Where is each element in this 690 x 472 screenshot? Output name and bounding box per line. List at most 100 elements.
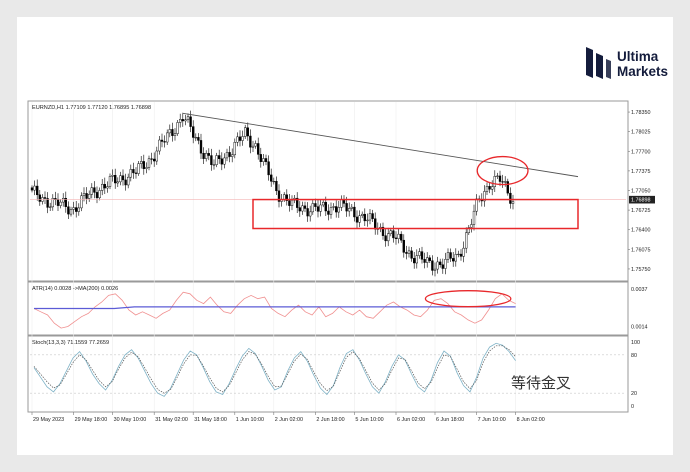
candle-body-135 (381, 226, 385, 236)
candle-body-115 (329, 207, 333, 215)
candle-body-27 (101, 183, 104, 191)
candle-body-70 (212, 164, 216, 166)
candle-body-102 (296, 197, 299, 208)
candle-body-155 (433, 268, 437, 271)
candle-body-40 (134, 172, 138, 174)
highlight-ellipse-atr (424, 290, 512, 308)
candle-body-171 (475, 198, 478, 212)
brand-name: Ultima Markets (617, 49, 668, 79)
current-price-tag (629, 195, 655, 204)
atr-ma-line (34, 306, 516, 310)
candle-body-64 (197, 137, 200, 141)
candle-body-24 (93, 187, 96, 193)
candle-body-84 (249, 135, 252, 148)
candle-body-33 (116, 181, 119, 184)
price-tick-label-0: 1.78350 (631, 110, 651, 116)
candle-body-147 (413, 258, 416, 264)
candle-body-177 (491, 186, 494, 190)
candle-body-77 (231, 154, 234, 157)
time-tick-label-3: 31 May 02:00 (155, 417, 188, 423)
candle-body-0 (30, 187, 34, 191)
candle-body-165 (459, 253, 463, 257)
candle-body-53 (168, 129, 171, 134)
candle-body-55 (173, 133, 177, 136)
candle-body-93 (272, 180, 275, 183)
candle-body-79 (236, 136, 239, 143)
candle-body-30 (108, 176, 112, 187)
candle-body-85 (251, 145, 255, 148)
candle-body-82 (244, 127, 247, 137)
candle-body-122 (348, 208, 351, 212)
candle-body-181 (501, 181, 504, 183)
stoch-tick-label-3: 0 (631, 404, 634, 410)
highlight-ellipse-price (476, 155, 529, 186)
candle-body-11 (59, 201, 62, 206)
candle-body-10 (56, 199, 60, 206)
candle-body-157 (439, 261, 442, 265)
stoch-header: Stoch(13,3,3) 71.1559 77.2659 (32, 340, 109, 346)
atr-header: ATR(14) 0.0028 ->MA(200) 0.0026 (32, 286, 118, 292)
price-panel-frame (27, 100, 629, 282)
stoch-k-line (33, 342, 516, 397)
candle-body-119 (340, 199, 343, 208)
candle-body-75 (225, 152, 229, 159)
candle-body-87 (257, 143, 260, 155)
candle-body-7 (49, 206, 52, 208)
time-axis: 29 May 2023 29 May 18:00 30 May 10:00 31 Ma… (31, 412, 545, 423)
candle-body-63 (194, 137, 197, 139)
candle-body-174 (483, 191, 486, 202)
candle-body-164 (457, 253, 460, 256)
candle-body-58 (181, 119, 184, 122)
stoch-panel: 100 80 20 0 (30, 340, 640, 410)
candle-body-176 (488, 186, 491, 190)
ultima-markets-logo-icon (586, 47, 611, 79)
time-tick-label-2: 30 May 10:00 (114, 417, 147, 423)
candle-body-108 (311, 203, 314, 213)
time-tick-label-6: 2 Jun 02:00 (275, 417, 303, 423)
candle-body-38 (129, 169, 132, 178)
candle-body-114 (327, 210, 330, 215)
candle-body-143 (402, 239, 405, 253)
candle-body-26 (98, 190, 101, 199)
candle-body-19 (80, 195, 83, 209)
atr-panel-frame (27, 281, 629, 336)
candle-body-29 (106, 186, 109, 189)
candle-body-18 (77, 207, 80, 212)
candle-body-49 (158, 139, 161, 152)
candle-body-105 (303, 205, 307, 209)
candle-body-182 (504, 181, 507, 183)
candle-body-54 (171, 129, 174, 136)
atr-line (33, 291, 516, 329)
candle-body-150 (420, 251, 424, 260)
candle-body-74 (223, 157, 226, 165)
stoch-tick-label-2: 20 (631, 391, 637, 397)
candle-body-51 (163, 141, 166, 143)
candle-body-46 (150, 158, 153, 160)
candle-body-107 (309, 211, 312, 217)
stoch-d-line (33, 345, 516, 394)
candle-body-59 (184, 119, 187, 122)
mt-chart: 1.78350 1.78025 1.77700 1.77375 1.77050 1.767… (27, 100, 664, 426)
stoch-tick-label-1: 80 (631, 353, 637, 359)
candle-body-158 (441, 264, 444, 269)
time-tick-label-5: 1 Jun 10:00 (236, 417, 264, 423)
candle-body-71 (215, 155, 218, 165)
candle-body-116 (332, 206, 335, 208)
candle-body-89 (262, 158, 265, 162)
vertical-grid (31, 102, 516, 411)
candle-body-163 (454, 254, 457, 262)
candle-body-98 (285, 194, 288, 201)
candle-body-20 (82, 193, 86, 197)
candle-body-22 (88, 194, 91, 199)
candle-body-128 (363, 213, 366, 222)
price-tick-label-2: 1.77700 (631, 149, 651, 155)
candle-body-178 (493, 176, 496, 187)
candle-body-62 (192, 126, 195, 138)
candle-body-81 (241, 136, 244, 141)
brand-name-line2: Markets (617, 64, 669, 79)
chart-svg: 1.78350 1.78025 1.77700 1.77375 1.77050 1.767… (27, 100, 655, 423)
candle-body-67 (205, 153, 208, 159)
candle-body-2 (36, 185, 39, 196)
candle-body-25 (95, 192, 99, 199)
candle-body-109 (314, 203, 317, 207)
